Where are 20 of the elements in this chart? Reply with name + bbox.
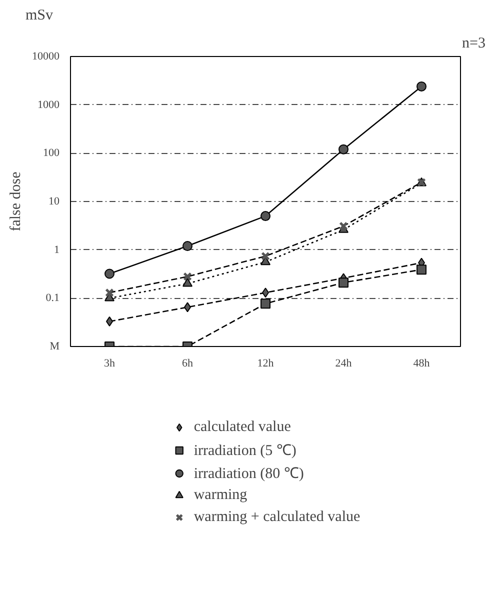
- legend-label: calculated value: [194, 418, 291, 436]
- y-tick-label: 10: [48, 196, 60, 208]
- y-tick-label: 0.1: [46, 292, 60, 304]
- x-tick-label: 48h: [413, 358, 430, 370]
- y-axis-title: false dose: [8, 171, 24, 232]
- legend-label: warming + calculated value: [194, 508, 360, 526]
- y-tick-label: 1000: [38, 98, 60, 111]
- x-tick-label: 6h: [182, 358, 194, 370]
- legend-label: warming: [194, 486, 248, 504]
- x-tick-label: 24h: [335, 358, 352, 370]
- legend-label: irradiation (80 ℃): [194, 465, 304, 483]
- text: mSv: [26, 8, 54, 24]
- text: n=3: [462, 36, 486, 52]
- y-tick-label: M: [50, 340, 60, 352]
- legend-label: irradiation (5 ℃): [194, 442, 296, 460]
- y-tick-label: 1: [54, 244, 60, 256]
- y-tick-label: 100: [43, 147, 60, 160]
- x-tick-label: 3h: [104, 358, 116, 370]
- y-tick-label: 10000: [32, 50, 60, 62]
- x-tick-label: 12h: [257, 358, 274, 370]
